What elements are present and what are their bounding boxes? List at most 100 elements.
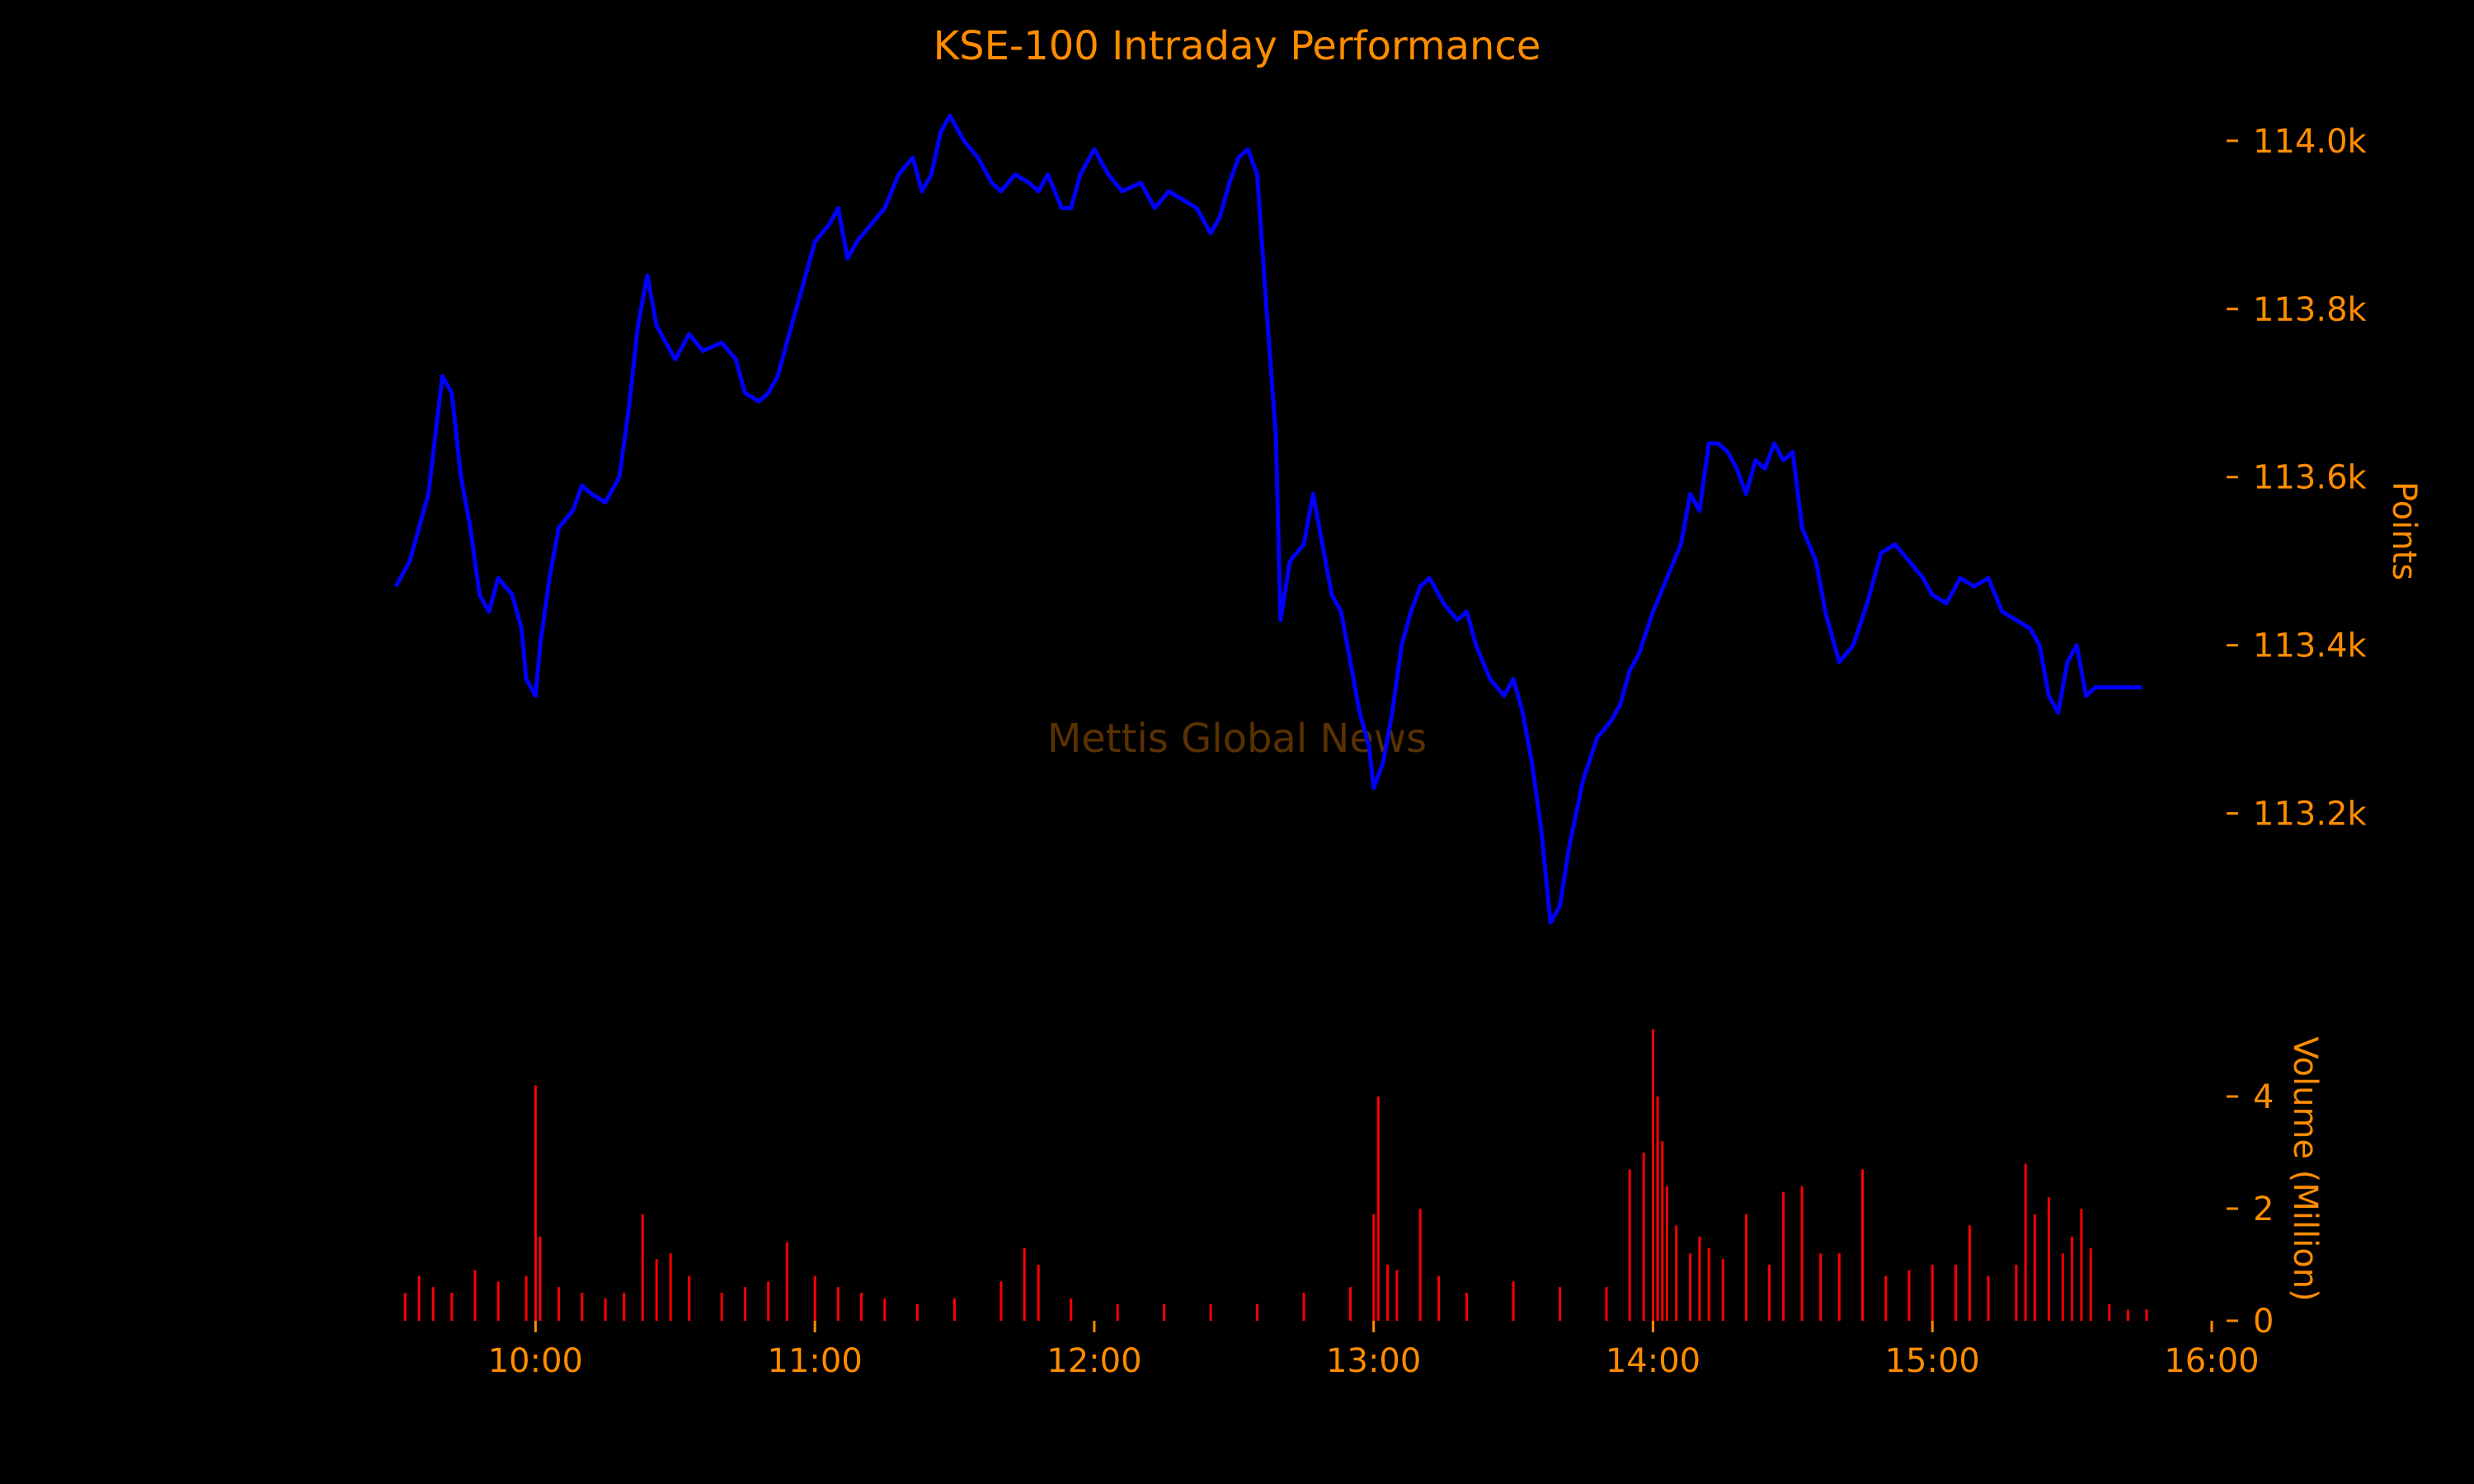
volume-bar <box>1372 1214 1376 1321</box>
volume-bar <box>2080 1209 2083 1321</box>
volume-bar <box>1819 1253 1823 1321</box>
price-y-tick-label: 114.0k <box>2253 123 2368 161</box>
volume-y-tick-label: 0 <box>2253 1303 2274 1341</box>
volume-bar <box>1209 1303 1212 1321</box>
volume-bar <box>1559 1287 1561 1321</box>
volume-bar <box>1782 1191 1785 1321</box>
volume-bar <box>2047 1197 2050 1321</box>
volume-bar <box>1349 1287 1352 1321</box>
volume-bar <box>431 1287 435 1321</box>
price-y-tick-label: 113.4k <box>2253 627 2368 665</box>
volume-bar <box>1642 1153 1645 1321</box>
volume-bar <box>1698 1237 1701 1321</box>
volume-bar <box>557 1287 561 1321</box>
volume-bar <box>1116 1303 1119 1321</box>
volume-bar <box>450 1293 454 1321</box>
volume-bar <box>688 1275 691 1321</box>
x-tick-label: 13:00 <box>1326 1342 1421 1380</box>
volume-bar <box>915 1303 919 1321</box>
volume-bar <box>1656 1097 1659 1321</box>
x-tick-label: 15:00 <box>1885 1342 1980 1380</box>
x-tick-label: 10:00 <box>488 1342 583 1380</box>
volume-bar <box>1987 1275 1990 1321</box>
volume-bar <box>604 1298 607 1321</box>
volume-bar <box>836 1287 840 1321</box>
volume-bar <box>2108 1303 2111 1321</box>
volume-bar <box>2033 1214 2036 1321</box>
x-tick-label: 12:00 <box>1047 1342 1141 1380</box>
volume-bar <box>1837 1253 1841 1321</box>
x-tick-label: 11:00 <box>768 1342 863 1380</box>
volume-bar <box>1954 1265 1957 1321</box>
volume-bar <box>641 1214 644 1321</box>
volume-bar <box>496 1281 500 1321</box>
price-line <box>393 113 2142 925</box>
volume-bar <box>623 1293 626 1321</box>
volume-bar <box>1707 1247 1710 1321</box>
volume-bar <box>539 1237 542 1321</box>
price-y-axis-label: Points <box>2385 481 2423 580</box>
volume-bar <box>1907 1270 1911 1321</box>
volume-bar <box>1861 1169 1864 1321</box>
volume-bar <box>1386 1265 1390 1321</box>
volume-bar <box>1628 1169 1631 1321</box>
volume-bar <box>1376 1097 1380 1321</box>
volume-bar <box>1689 1253 1692 1321</box>
volume-bar <box>1256 1303 1258 1321</box>
volume-bar <box>1968 1225 1971 1321</box>
volume-bar <box>1675 1225 1678 1321</box>
volume-bar <box>1163 1303 1166 1321</box>
volume-bar <box>2061 1253 2064 1321</box>
price-y-tick-label: 113.6k <box>2253 459 2368 497</box>
volume-bar <box>744 1287 746 1321</box>
volume-bar <box>1652 1029 1654 1321</box>
volume-bar <box>999 1281 1003 1321</box>
volume-bar <box>2089 1247 2092 1321</box>
volume-bar <box>524 1275 528 1321</box>
volume-bar <box>1931 1265 1934 1321</box>
volume-bar <box>1665 1186 1668 1321</box>
volume-y-axis-label: Volume (Million) <box>2286 1036 2324 1301</box>
volume-bar <box>1512 1281 1515 1321</box>
volume-bar <box>1884 1275 1888 1321</box>
volume-bar <box>1023 1247 1026 1321</box>
volume-bar <box>473 1270 477 1321</box>
volume-bar <box>1721 1259 1724 1321</box>
volume-bar <box>1800 1186 1804 1321</box>
volume-bar <box>767 1281 770 1321</box>
volume-bar <box>581 1293 584 1321</box>
price-y-tick-label: 113.2k <box>2253 796 2368 834</box>
volume-bar <box>2024 1163 2027 1321</box>
volume-bar <box>2071 1237 2074 1321</box>
volume-bar <box>1037 1265 1040 1321</box>
volume-bar <box>1465 1293 1469 1321</box>
volume-bar <box>953 1298 956 1321</box>
price-panel: 113.2k 113.4k 113.6k 113.8k 114.0k <box>393 113 2368 925</box>
volume-y-tick-label: 2 <box>2253 1190 2274 1228</box>
volume-bar <box>1437 1275 1441 1321</box>
volume-bar <box>669 1253 672 1321</box>
volume-bar <box>1418 1209 1422 1321</box>
volume-bar <box>785 1242 788 1321</box>
volume-bar <box>1302 1293 1305 1321</box>
volume-panel: 0 2 4 10:00 11:00 12:00 13:00 14:00 15:00 16:00 <box>403 1029 2274 1380</box>
volume-bar <box>883 1298 887 1321</box>
volume-bar <box>1768 1265 1771 1321</box>
volume-bar <box>534 1085 537 1321</box>
volume-bar <box>655 1259 658 1321</box>
volume-bar <box>1661 1141 1664 1321</box>
volume-bar <box>417 1275 421 1321</box>
volume-bar <box>1395 1270 1399 1321</box>
volume-bar <box>2126 1309 2129 1321</box>
price-y-tick-label: 113.8k <box>2253 291 2368 329</box>
volume-bar <box>813 1275 816 1321</box>
x-tick-label: 14:00 <box>1606 1342 1700 1380</box>
volume-bar <box>1070 1298 1073 1321</box>
volume-y-tick-label: 4 <box>2253 1078 2274 1116</box>
volume-bar <box>1605 1287 1608 1321</box>
volume-bar <box>1744 1214 1747 1321</box>
x-tick-label: 16:00 <box>2164 1342 2259 1380</box>
volume-bar <box>720 1293 723 1321</box>
